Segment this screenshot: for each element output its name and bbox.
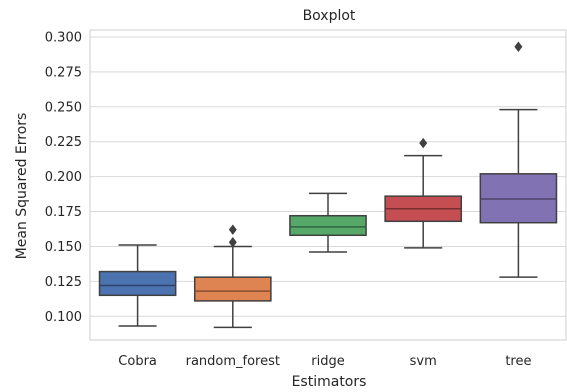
chart-title: Boxplot <box>303 8 356 24</box>
box-iqr <box>289 214 367 237</box>
box-ridge <box>289 192 367 253</box>
box-Cobra <box>98 244 177 327</box>
x-tick-label: Cobra <box>118 354 157 369</box>
box-iqr <box>193 276 272 302</box>
x-tick-label: tree <box>505 354 531 369</box>
x-axis-title: Estimators <box>292 374 367 390</box>
y-axis-title: Mean Squared Errors <box>14 113 30 260</box>
box-tree <box>479 41 558 278</box>
y-tick-label: 0.150 <box>45 240 82 255</box>
y-tick-label: 0.275 <box>45 65 82 80</box>
outlier-point <box>514 41 523 52</box>
x-tick-label: svm <box>410 354 437 369</box>
outlier-point <box>419 137 428 149</box>
box-series <box>98 41 558 329</box>
y-tick-label: 0.250 <box>45 100 82 115</box>
box-iqr <box>98 270 177 297</box>
x-tick-label: random_forest <box>186 354 280 369</box>
y-tick-label: 0.300 <box>45 30 82 45</box>
y-tick-label: 0.175 <box>45 205 82 220</box>
box-svm <box>384 137 463 249</box>
box-random-forest <box>193 224 272 329</box>
y-tick-label: 0.125 <box>45 275 82 290</box>
y-tick-label: 0.100 <box>45 310 82 325</box>
x-axis-ticks: Cobra random_forest ridge svm tree <box>118 354 531 369</box>
outlier-point <box>228 224 237 235</box>
y-tick-label: 0.200 <box>45 170 82 185</box>
y-axis-ticks: 0.100 0.125 0.150 0.175 0.200 0.225 0.250 0.275… <box>45 30 82 324</box>
y-tick-label: 0.225 <box>45 135 82 150</box>
outlier-point <box>228 237 237 248</box>
x-tick-label: ridge <box>311 354 344 369</box>
plot-frame <box>89 29 567 341</box>
